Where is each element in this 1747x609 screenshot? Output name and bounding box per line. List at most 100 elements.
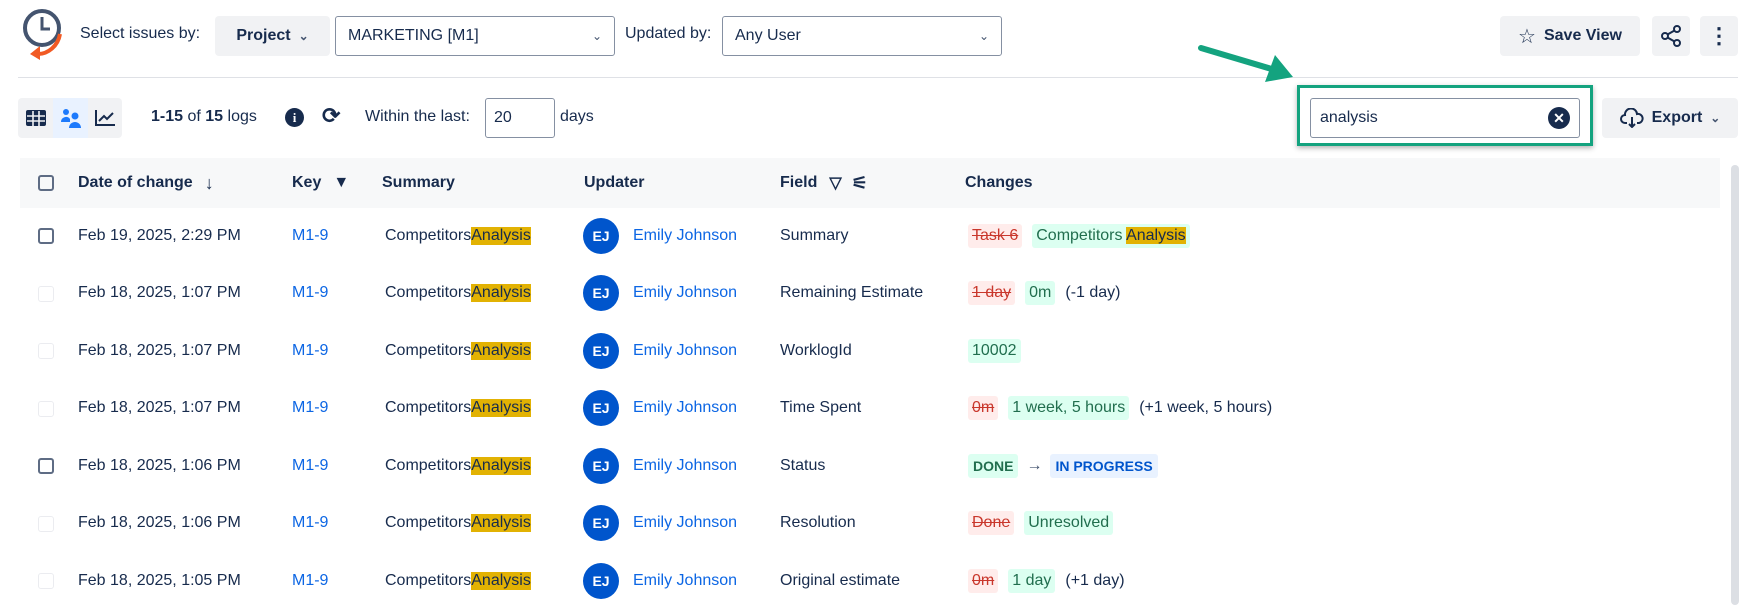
issue-key-link[interactable]: M1-9 (292, 514, 329, 531)
app-logo-icon (23, 9, 62, 60)
share-button[interactable] (1652, 16, 1690, 56)
field-cell: Status (780, 456, 826, 474)
table-row: Feb 18, 2025, 1:06 PM M1-9 Competitors A… (20, 437, 1720, 494)
new-value: 10002 (968, 338, 1021, 363)
changes-cell: 10002 (968, 322, 1031, 379)
clear-search-icon[interactable]: ✕ (1548, 107, 1570, 129)
updated-by-select[interactable]: Any User ⌄ (722, 16, 1002, 56)
column-key[interactable]: Key ▼ (292, 174, 350, 191)
summary-cell: Competitors Analysis (385, 399, 531, 417)
filter-outline-icon[interactable]: ▽ (829, 175, 842, 192)
new-value: Unresolved (1024, 511, 1114, 535)
share-icon (1661, 25, 1681, 47)
row-checkbox[interactable] (38, 458, 54, 474)
field-cell: Resolution (780, 514, 856, 531)
table-row: Feb 18, 2025, 1:07 PM M1-9 Competitors A… (20, 380, 1720, 437)
line-chart-icon (95, 110, 115, 126)
save-view-button[interactable]: ☆ Save View (1500, 16, 1640, 56)
field-cell: Time Spent (780, 399, 862, 416)
view-toggle (18, 98, 122, 138)
updater-link[interactable]: Emily Johnson (633, 226, 738, 244)
issue-key-link[interactable]: M1-9 (292, 456, 329, 474)
settings-sliders-icon[interactable]: ⚟ (851, 172, 868, 193)
export-button[interactable]: Export ⌄ (1602, 98, 1738, 138)
divider (18, 77, 1738, 78)
column-date[interactable]: Date of change ↓ (78, 172, 214, 193)
select-all-checkbox[interactable] (38, 175, 54, 191)
avatar: EJ (583, 390, 619, 426)
column-field[interactable]: Field ▽ ⚟ (780, 172, 868, 193)
log-count: 1-15 of 15 logs (151, 108, 257, 125)
updater-link[interactable]: Emily Johnson (633, 456, 738, 474)
date-cell: Feb 19, 2025, 2:29 PM (78, 226, 241, 244)
search-highlight: Analysis (471, 226, 531, 245)
filter-filled-icon[interactable]: ▼ (333, 174, 350, 191)
issue-key-link[interactable]: M1-9 (292, 399, 329, 416)
row-checkbox (38, 400, 54, 417)
days-input[interactable]: 20 (485, 98, 555, 138)
status-to-lozenge: IN PROGRESS (1050, 453, 1158, 478)
sort-down-icon[interactable]: ↓ (204, 172, 214, 193)
search-highlight: Analysis (471, 341, 531, 360)
changes-cell: Done Unresolved (968, 495, 1123, 552)
star-icon: ☆ (1518, 25, 1536, 48)
field-cell: Remaining Estimate (780, 284, 924, 301)
chevron-down-icon: ⌄ (978, 29, 989, 43)
issue-key-link[interactable]: M1-9 (292, 571, 329, 589)
summary-cell: Competitors Analysis (385, 571, 531, 590)
date-cell: Feb 18, 2025, 1:06 PM (78, 514, 241, 531)
changes-cell: Task 6 Competitors Analysis (968, 207, 1200, 264)
changes-cell: 0m 1 day (+1 day) (968, 552, 1125, 609)
avatar: EJ (583, 447, 619, 484)
chart-view-button[interactable] (88, 98, 122, 138)
row-checkbox[interactable] (38, 228, 54, 244)
updater-cell: EJ Emily Johnson (583, 437, 737, 494)
date-cell: Feb 18, 2025, 1:07 PM (78, 284, 241, 301)
updater-link[interactable]: Emily Johnson (633, 341, 738, 359)
search-value: analysis (1320, 109, 1378, 126)
updater-cell: EJ Emily Johnson (583, 322, 737, 379)
changes-cell: 0m 1 week, 5 hours (+1 week, 5 hours) (968, 380, 1272, 437)
issue-key-link[interactable]: M1-9 (292, 341, 329, 359)
field-cell: Original estimate (780, 571, 901, 589)
chevron-down-icon: ⌄ (591, 29, 602, 43)
summary-cell: Competitors Analysis (385, 226, 531, 245)
user-view-button[interactable] (53, 98, 88, 138)
avatar: EJ (583, 332, 619, 369)
row-checkbox (38, 285, 54, 302)
date-cell: Feb 18, 2025, 1:07 PM (78, 341, 241, 359)
updater-cell: EJ Emily Johnson (583, 552, 737, 609)
search-highlight-box (1297, 85, 1593, 146)
info-icon[interactable]: i (285, 108, 304, 127)
search-highlight: Analysis (471, 571, 531, 590)
updater-link[interactable]: Emily Johnson (633, 399, 738, 416)
more-options-button[interactable]: ⋮ (1700, 16, 1738, 56)
table-view-button[interactable] (18, 98, 53, 138)
issue-key-link[interactable]: M1-9 (292, 284, 329, 301)
change-diff: (+1 week, 5 hours) (1139, 399, 1273, 416)
column-updater: Updater (584, 174, 645, 191)
updater-link[interactable]: Emily Johnson (633, 514, 738, 531)
days-value: 20 (494, 109, 512, 126)
search-input[interactable]: analysis ✕ (1310, 98, 1580, 138)
project-select[interactable]: MARKETING [M1] ⌄ (335, 16, 615, 56)
column-summary: Summary (382, 174, 455, 191)
scrollbar[interactable] (1731, 165, 1739, 605)
table-row: Feb 18, 2025, 1:06 PM M1-9 Competitors A… (20, 495, 1720, 552)
issue-key-link[interactable]: M1-9 (292, 226, 329, 244)
new-value: 0m (1025, 281, 1056, 305)
updater-link[interactable]: Emily Johnson (633, 571, 738, 589)
annotation-arrow-icon (1198, 45, 1293, 82)
new-value: 1 week, 5 hours (1008, 396, 1130, 420)
select-issues-label: Select issues by: (80, 25, 201, 42)
updater-link[interactable]: Emily Johnson (633, 284, 738, 301)
refresh-icon[interactable]: ⟳ (322, 103, 341, 128)
table-header: Date of change ↓ Key ▼ Summary Updater Fie… (20, 158, 1720, 208)
row-checkbox (38, 343, 54, 359)
avatar: EJ (583, 217, 619, 254)
arrow-right-icon: → (1026, 456, 1043, 474)
export-label: Export (1651, 109, 1703, 126)
search-highlight: Analysis (1126, 226, 1186, 244)
summary-cell: Competitors Analysis (385, 514, 531, 532)
select-by-dropdown[interactable]: Project ⌄ (215, 16, 330, 56)
